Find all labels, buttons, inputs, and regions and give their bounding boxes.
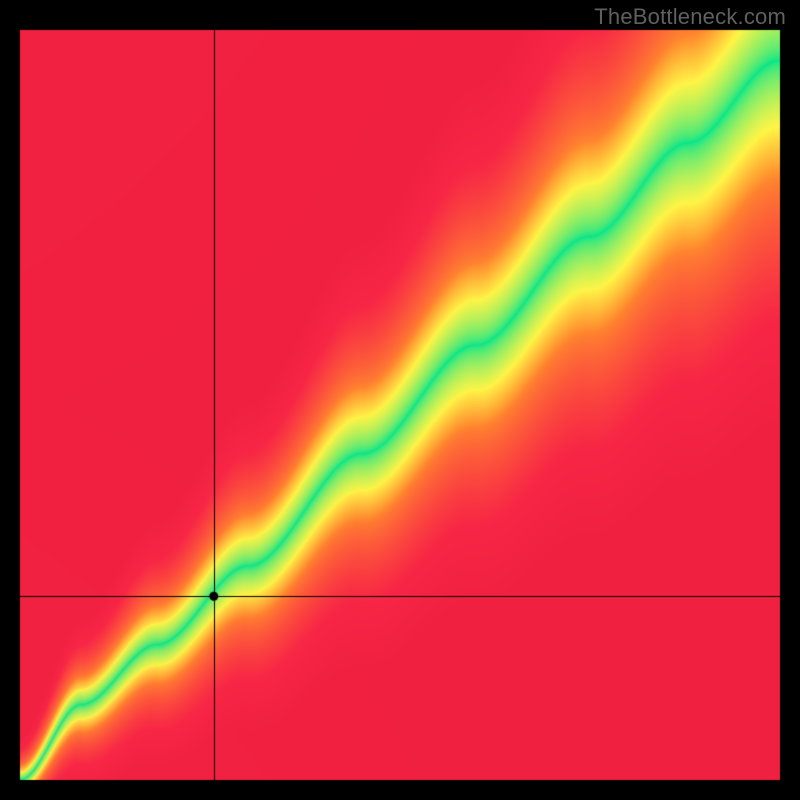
heatmap-canvas — [0, 0, 800, 800]
watermark-text: TheBottleneck.com — [594, 4, 786, 30]
chart-container: TheBottleneck.com — [0, 0, 800, 800]
